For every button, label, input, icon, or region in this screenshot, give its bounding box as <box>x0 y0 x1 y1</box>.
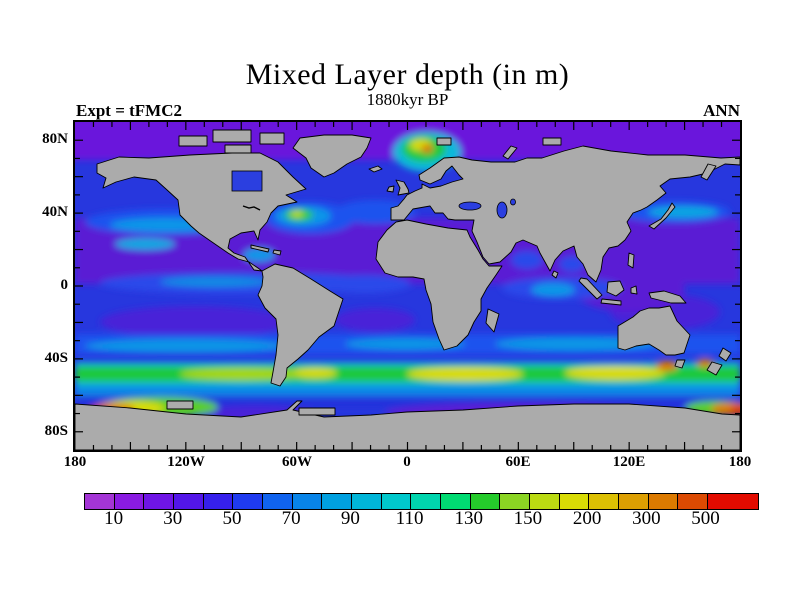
page-subtitle: 1880kyr BP <box>366 90 449 109</box>
lat-tick-label: 80S <box>44 423 68 439</box>
colorbar-tick-label: 110 <box>395 508 424 529</box>
svalbard <box>436 137 452 146</box>
colorbar-cell <box>114 494 145 509</box>
colorbar-labels: 10 30 50 70 90 110 130 150 200 300 500 <box>84 508 757 532</box>
colorbar-cell <box>500 494 531 509</box>
page-title: Mixed Layer depth (in m) <box>245 58 570 91</box>
colorbar-cell <box>352 494 382 509</box>
colorbar-cell <box>411 494 442 509</box>
antarctica <box>75 400 740 450</box>
colorbar-tick-label: 130 <box>454 508 483 529</box>
aral-sea <box>510 198 516 206</box>
colorbar-tick-label: 10 <box>104 508 124 529</box>
lat-tick-label: 40S <box>44 350 68 366</box>
colorbar-tick-label: 30 <box>163 508 183 529</box>
colorbar-tick-label: 300 <box>632 508 661 529</box>
arctic-island <box>259 132 285 145</box>
new-zealand-south <box>706 361 723 376</box>
colorbar-cell <box>619 494 649 509</box>
lat-tick-label: 0 <box>60 277 69 293</box>
black-sea <box>458 201 482 211</box>
sulawesi <box>630 285 638 295</box>
colorbar-cell <box>144 494 175 509</box>
cuba <box>250 244 270 253</box>
sumatra <box>578 277 603 300</box>
colorbar-tick-label: 70 <box>281 508 301 529</box>
colorbar-cell <box>530 494 560 509</box>
kamchatka <box>700 163 717 181</box>
colorbar-cell <box>292 494 323 509</box>
colorbar-tick-label: 500 <box>691 508 720 529</box>
colorbar-cell <box>708 494 758 509</box>
new-zealand-north <box>718 347 732 362</box>
java <box>600 298 622 306</box>
colorbar-tick-label: 50 <box>222 508 242 529</box>
colorbar-tick-label: 200 <box>572 508 602 529</box>
colorbar-cell <box>441 494 471 509</box>
lat-tick-label: 40N <box>42 204 68 220</box>
britain <box>395 179 410 196</box>
lon-tick-label: 0 <box>403 454 411 470</box>
australia <box>617 305 691 356</box>
colorbar-tick-label: 150 <box>513 508 543 529</box>
lon-tick-label: 180 <box>728 454 752 470</box>
borneo <box>606 280 625 297</box>
colorbar-cell <box>263 494 293 509</box>
colorbar-cell <box>559 494 590 509</box>
map-ticks <box>75 122 740 450</box>
lon-tick-label: 180 <box>63 454 87 470</box>
madagascar <box>485 308 500 333</box>
ice-shelf <box>298 407 336 416</box>
map-svg <box>75 122 740 450</box>
sri-lanka <box>551 270 559 279</box>
africa <box>375 219 503 351</box>
new-guinea <box>648 290 687 304</box>
colorbar-cell <box>233 494 264 509</box>
colorbar-cell <box>203 494 234 509</box>
philippines <box>627 252 635 269</box>
colorbar-cell <box>85 494 115 509</box>
ireland <box>386 185 395 193</box>
eurasia <box>390 145 740 283</box>
lon-tick-label: 60W <box>282 454 312 470</box>
inland-seas <box>231 170 516 219</box>
colorbar-cell <box>648 494 679 509</box>
colorbar-cell <box>174 494 204 509</box>
lon-tick-label: 120E <box>612 454 646 470</box>
colorbar-cell <box>322 494 353 509</box>
lon-tick-label: 60E <box>505 454 531 470</box>
hispaniola <box>272 249 282 256</box>
south-america <box>257 263 344 387</box>
tasmania <box>674 359 686 369</box>
arctic-island <box>224 144 252 154</box>
ice-shelf <box>166 400 194 410</box>
colorbar-cell <box>678 494 709 509</box>
colorbar-cell <box>381 494 412 509</box>
japan <box>648 202 676 230</box>
arctic-island <box>212 129 252 143</box>
world-map-plot <box>73 120 742 452</box>
colorbar-cell <box>589 494 620 509</box>
colorbar-cell <box>470 494 501 509</box>
lon-tick-label: 120W <box>167 454 205 470</box>
greenland <box>292 134 372 178</box>
severnaya-zemlya <box>542 137 562 146</box>
experiment-label: Expt = tFMC2 <box>76 101 183 120</box>
lat-tick-label: 80N <box>42 131 68 147</box>
iceland <box>368 165 383 173</box>
arctic-island <box>178 135 208 147</box>
season-label: ANN <box>703 101 740 120</box>
novaya-zemlya <box>502 145 518 160</box>
great-lakes <box>242 205 261 211</box>
colorbar-tick-label: 90 <box>340 508 360 529</box>
hudson-bay <box>231 170 263 192</box>
colorbar <box>84 493 759 510</box>
caspian-sea <box>496 201 508 219</box>
